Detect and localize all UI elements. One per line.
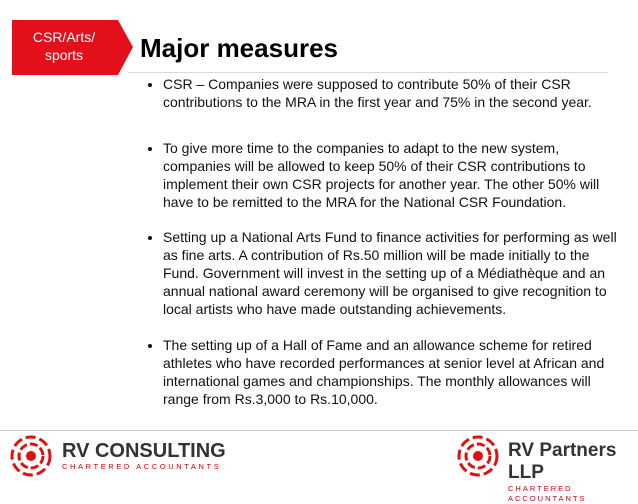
divider: [128, 72, 608, 73]
bullet: Setting up a National Arts Fund to finan…: [163, 228, 625, 318]
slide: CSR/Arts/ sports Major measures CSR – Co…: [0, 0, 638, 479]
logo-subtitle: CHARTERED ACCOUNTANTS: [62, 462, 222, 471]
logo-icon: [457, 435, 499, 477]
bullet: To give more time to the companies to ad…: [163, 139, 625, 211]
tab-label: CSR/Arts/: [32, 29, 96, 45]
logo-subtitle: CHARTERED ACCOUNTANTS: [508, 484, 587, 503]
footer-rule: [0, 430, 638, 431]
bullet: CSR – Companies were supposed to contrib…: [163, 75, 625, 111]
title: Major measures: [140, 33, 338, 63]
left-logo: RV CONSULTING CHARTERED ACCOUNTANTS: [62, 440, 226, 472]
logo-name: RV CONSULTING: [62, 440, 226, 462]
tab-label: sports: [44, 47, 84, 63]
bullet: The setting up of a Hall of Fame and an …: [163, 336, 625, 408]
bullet-list: CSR – Companies were supposed to contrib…: [145, 75, 625, 408]
logo-icon: [10, 435, 52, 477]
right-logo: RV Partners LLP CHARTERED ACCOUNTANTS: [508, 440, 638, 504]
tab-shape: [12, 20, 133, 75]
logo-name: RV Partners LLP: [508, 440, 617, 483]
